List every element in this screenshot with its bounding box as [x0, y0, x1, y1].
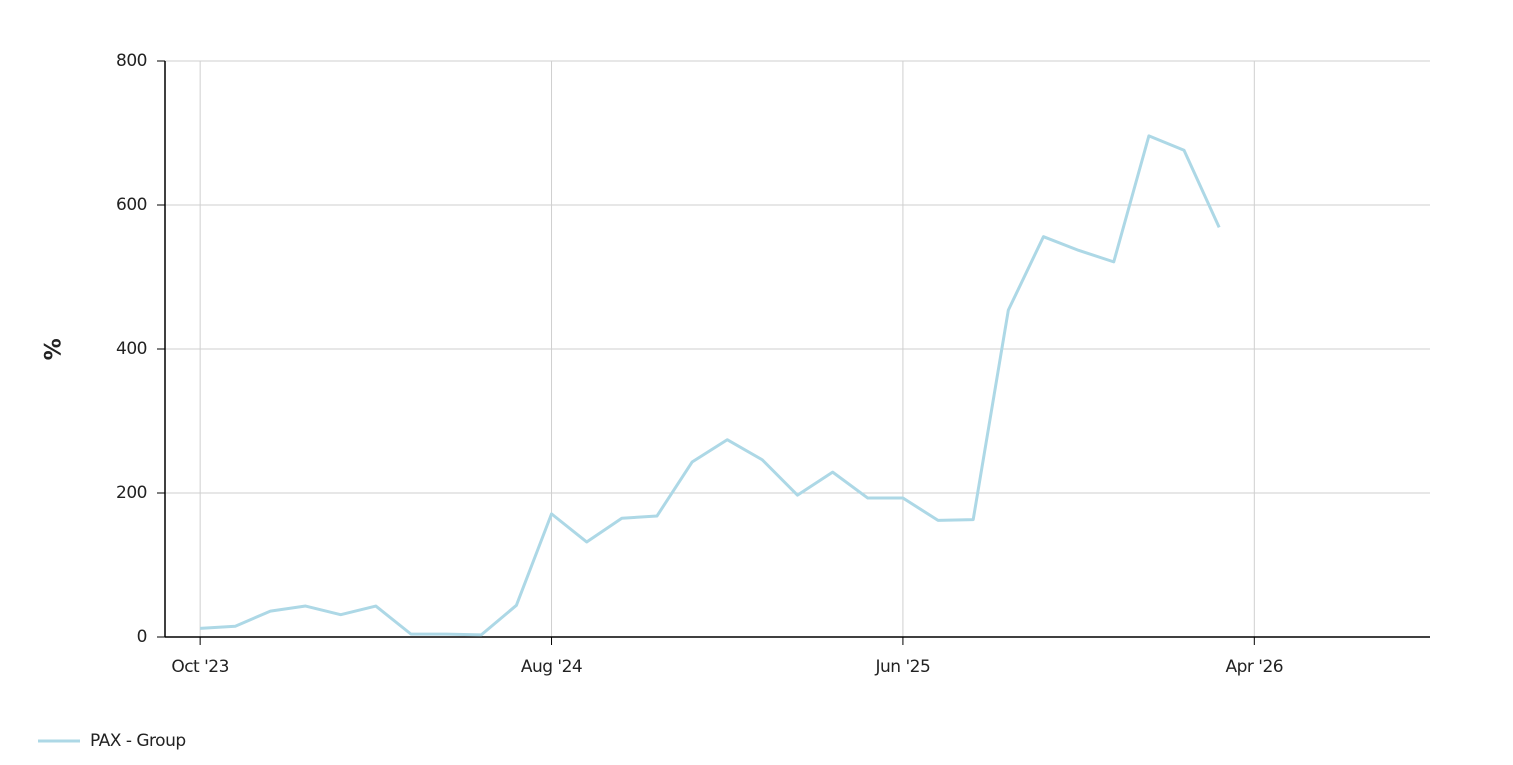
x-tick-label: Apr '26	[1225, 657, 1283, 677]
y-tick-label: 800	[116, 51, 147, 71]
y-tick-label: 400	[116, 339, 147, 359]
x-tick-label: Oct '23	[171, 657, 229, 677]
y-axis-label: %	[38, 338, 63, 360]
x-tick-label: Jun '25	[875, 657, 931, 677]
y-tick-label: 0	[137, 627, 147, 647]
y-tick-label: 600	[116, 195, 147, 215]
x-tick-label: Aug '24	[521, 657, 582, 677]
y-tick-label: 200	[116, 483, 147, 503]
legend-label: PAX - Group	[90, 731, 186, 751]
line-series	[200, 134, 1221, 637]
